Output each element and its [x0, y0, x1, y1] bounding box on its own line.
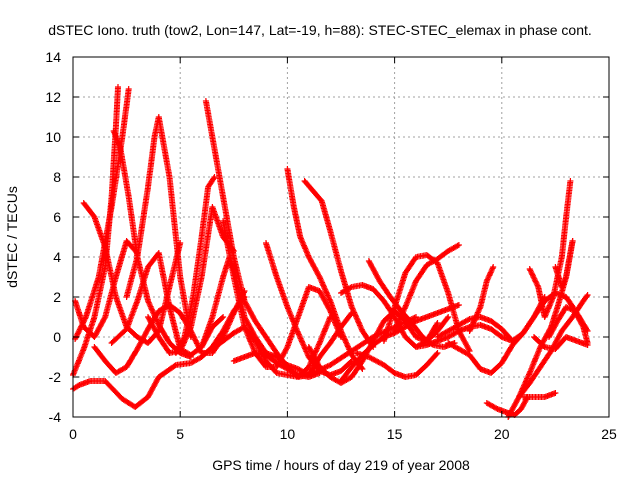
data-series-30 — [466, 264, 497, 334]
series-16-markers — [230, 350, 323, 380]
y-tick-label: -4 — [49, 409, 62, 425]
y-tick-label: 8 — [53, 169, 61, 185]
x-tick-label: 15 — [387, 426, 403, 442]
series-8-markers — [123, 114, 194, 340]
y-tick-label: 0 — [53, 329, 61, 345]
series-4-markers — [72, 86, 132, 342]
y-tick-label: 6 — [53, 209, 61, 225]
data-series-38 — [552, 238, 576, 290]
data-series-35 — [526, 178, 574, 320]
x-tick-label: 5 — [176, 426, 184, 442]
data-series-3 — [110, 128, 194, 360]
series-3-markers — [110, 128, 194, 360]
axis-ticks: 0 5 10 15 20 25 -4 -2 0 2 4 6 8 10 12 14 — [45, 49, 617, 442]
data-series-33 — [516, 292, 591, 400]
y-axis-label: dSTEC / TECUs — [4, 186, 20, 288]
series-24-markers — [365, 258, 458, 350]
data-series-5 — [72, 238, 141, 340]
data-series-37 — [546, 304, 591, 346]
x-tick-label: 10 — [280, 426, 296, 442]
series-35-markers — [526, 178, 574, 320]
y-tick-label: 10 — [45, 129, 61, 145]
series-30-markers — [466, 264, 497, 334]
x-tick-label: 0 — [69, 426, 77, 442]
y-tick-label: 4 — [53, 249, 61, 265]
data-series-18 — [284, 166, 366, 372]
x-axis-label: GPS time / hours of day 219 of year 2008 — [212, 457, 470, 473]
data-series-36 — [531, 334, 591, 352]
series-18-markers — [284, 166, 366, 372]
series-23-markers — [353, 350, 441, 380]
data-series-16 — [230, 350, 323, 380]
data-series-24 — [365, 258, 458, 350]
x-tick-label: 20 — [494, 426, 510, 442]
series-36-markers — [531, 334, 591, 352]
chart-title: dSTEC Iono. truth (tow2, Lon=147, Lat=-1… — [48, 22, 592, 38]
series-33-markers — [516, 292, 591, 400]
data-series-23 — [353, 350, 441, 380]
x-tick-label: 25 — [601, 426, 617, 442]
data-series-19 — [301, 178, 377, 350]
y-tick-label: 14 — [45, 49, 61, 65]
series-38-markers — [552, 238, 576, 290]
series-19-markers — [301, 178, 377, 350]
y-tick-label: 12 — [45, 89, 61, 105]
series-5-markers — [72, 238, 141, 340]
y-tick-label: -2 — [49, 369, 62, 385]
data-series-26 — [391, 242, 462, 334]
data-series-34 — [520, 390, 559, 400]
data-series — [70, 84, 591, 420]
series-34-markers — [520, 390, 559, 400]
plot-frame — [72, 56, 610, 418]
data-series-8 — [123, 114, 194, 340]
series-37-markers — [546, 304, 591, 346]
series-11-markers — [172, 174, 218, 356]
data-series-4 — [72, 86, 132, 342]
y-tick-label: 2 — [53, 289, 61, 305]
series-26-markers — [391, 242, 462, 334]
data-series-11 — [172, 174, 218, 356]
